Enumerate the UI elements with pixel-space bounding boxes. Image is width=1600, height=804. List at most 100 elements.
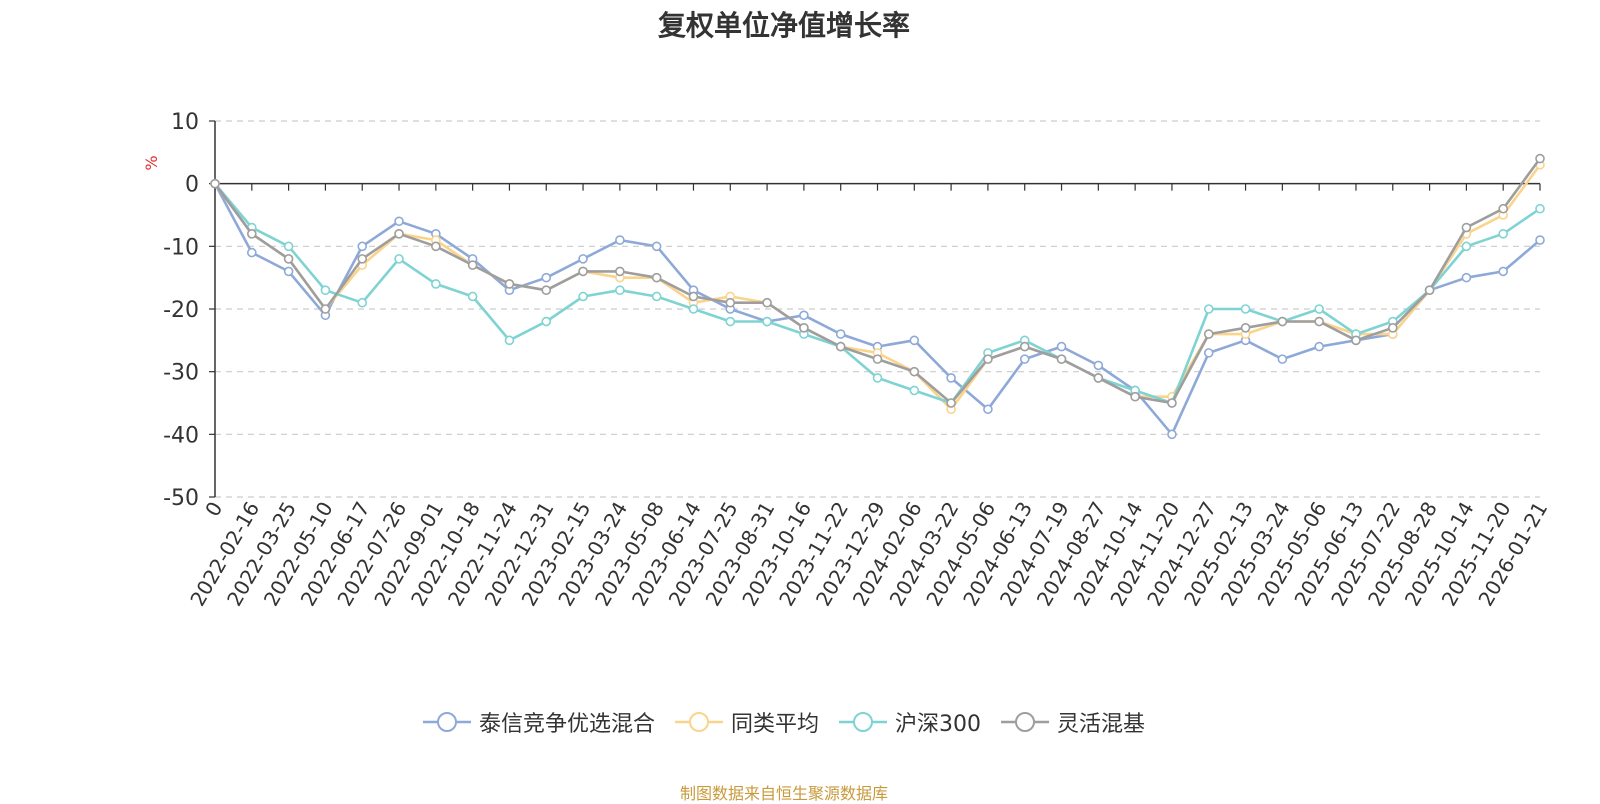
data-point xyxy=(467,260,478,270)
legend-item[interactable]: 沪深300 xyxy=(839,706,981,738)
data-point xyxy=(725,297,736,308)
data-point xyxy=(615,266,625,277)
data-point xyxy=(1240,304,1251,314)
data-point xyxy=(872,354,883,364)
data-point xyxy=(1093,373,1104,383)
data-point xyxy=(909,335,920,346)
data-point xyxy=(357,241,368,252)
legend: 泰信竞争优选混合 同类平均 沪深300 灵活混基 xyxy=(0,706,1568,738)
data-point xyxy=(1314,341,1324,352)
data-point xyxy=(1498,229,1508,239)
data-point xyxy=(1314,304,1324,314)
legend-marker-icon xyxy=(839,712,887,732)
data-point xyxy=(1424,285,1435,296)
data-point xyxy=(835,341,846,352)
y-tick-label: -10 xyxy=(163,235,199,260)
data-point xyxy=(762,297,772,308)
series-line xyxy=(213,164,1542,411)
data-point xyxy=(872,373,883,383)
data-point xyxy=(1167,429,1177,440)
data-point xyxy=(983,354,993,364)
y-tick-label: 10 xyxy=(171,110,199,135)
legend-label: 泰信竞争优选混合 xyxy=(478,712,655,737)
legend-label: 同类平均 xyxy=(730,712,819,737)
data-point xyxy=(320,285,331,296)
y-axis-unit-label: % xyxy=(142,155,161,170)
data-point xyxy=(1461,222,1472,233)
data-point xyxy=(1019,341,1030,352)
data-point xyxy=(357,297,368,308)
data-point xyxy=(1240,322,1251,333)
legend-item[interactable]: 灵活混基 xyxy=(1001,706,1145,738)
data-point xyxy=(247,247,257,258)
data-point xyxy=(504,279,515,289)
data-point xyxy=(247,229,257,239)
data-point xyxy=(1093,360,1104,371)
legend-item[interactable]: 泰信竞争优选混合 xyxy=(422,706,655,738)
source-note: 制图数据来自恒生聚源数据库 xyxy=(679,784,888,803)
legend-marker-icon xyxy=(422,712,471,732)
data-point xyxy=(835,329,846,339)
data-point xyxy=(651,291,662,302)
data-point xyxy=(283,266,294,277)
data-point xyxy=(909,385,920,396)
data-point xyxy=(983,404,993,415)
data-point xyxy=(283,254,294,264)
legend-marker-icon xyxy=(1001,712,1049,732)
data-point xyxy=(799,310,809,321)
data-point xyxy=(1535,153,1545,164)
data-point xyxy=(1056,341,1067,352)
data-point xyxy=(651,272,662,283)
data-point xyxy=(799,322,809,333)
data-point xyxy=(541,285,552,296)
legend-label: 灵活混基 xyxy=(1057,712,1146,737)
data-point xyxy=(1056,354,1067,364)
data-point xyxy=(320,304,331,314)
data-point xyxy=(1277,316,1288,327)
data-point xyxy=(1498,266,1508,277)
data-point xyxy=(615,285,625,296)
data-point xyxy=(688,304,699,314)
data-point xyxy=(946,398,956,408)
y-tick-label: -40 xyxy=(163,423,199,448)
y-tick-label: -30 xyxy=(163,361,199,386)
data-point xyxy=(394,254,404,264)
data-point xyxy=(1167,398,1177,408)
data-point xyxy=(431,279,441,289)
data-point xyxy=(688,291,699,302)
data-point xyxy=(394,229,404,239)
data-point xyxy=(541,272,552,283)
series-line xyxy=(214,182,1541,405)
data-point xyxy=(578,291,588,302)
data-point xyxy=(504,335,515,346)
data-point xyxy=(909,366,920,377)
data-point xyxy=(725,316,736,327)
data-point xyxy=(1314,316,1324,327)
data-point xyxy=(615,235,625,245)
legend-item[interactable]: 同类平均 xyxy=(674,706,819,738)
data-point xyxy=(210,178,220,189)
data-point xyxy=(1461,241,1472,252)
y-tick-label: 0 xyxy=(185,173,199,198)
series-lines xyxy=(210,153,1545,440)
data-point xyxy=(1277,354,1288,364)
data-point xyxy=(467,291,478,302)
data-point xyxy=(541,316,552,327)
data-point xyxy=(283,241,294,252)
data-point xyxy=(1535,203,1545,214)
data-point xyxy=(1019,354,1030,364)
data-point xyxy=(394,216,404,227)
data-point xyxy=(762,316,772,327)
data-point xyxy=(1535,235,1545,245)
grid-lines xyxy=(215,120,1540,498)
data-point xyxy=(1498,203,1508,214)
data-point xyxy=(946,373,956,383)
data-point xyxy=(431,241,441,252)
data-point xyxy=(1351,335,1361,346)
legend-label: 沪深300 xyxy=(895,712,981,737)
data-point xyxy=(578,266,588,277)
x-tick-label: 0 xyxy=(200,498,227,521)
data-point xyxy=(1387,322,1398,333)
data-point xyxy=(1203,304,1214,314)
